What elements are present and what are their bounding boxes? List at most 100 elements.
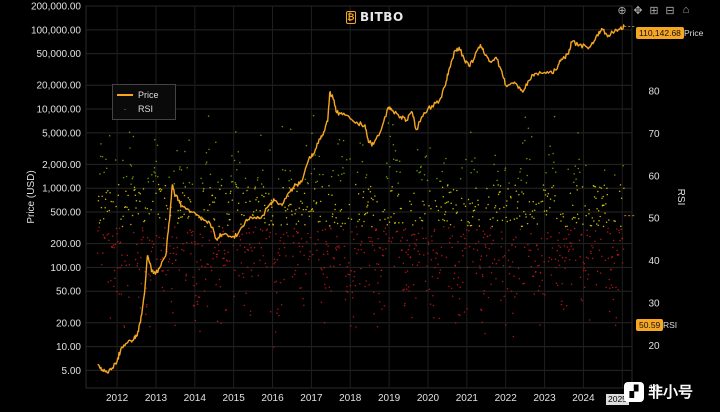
x-tick-label: 2019 bbox=[378, 393, 401, 404]
rsi-point bbox=[621, 237, 624, 240]
rsi-point bbox=[380, 269, 383, 271]
rsi-point bbox=[261, 229, 264, 232]
rsi-point bbox=[575, 221, 578, 224]
reset-icon[interactable]: ⌂ bbox=[682, 4, 690, 16]
rsi-point bbox=[324, 228, 326, 231]
rsi-point bbox=[413, 247, 416, 250]
rsi-point bbox=[353, 270, 356, 273]
rsi-point bbox=[250, 269, 253, 271]
rsi-point bbox=[588, 319, 591, 321]
rsi-point bbox=[105, 158, 107, 161]
rsi-point bbox=[551, 186, 553, 189]
rsi-point bbox=[253, 246, 256, 249]
rsi-point bbox=[111, 246, 114, 249]
rsi-point bbox=[580, 298, 583, 300]
legend-item-rsi[interactable]: · RSI bbox=[117, 102, 171, 116]
rsi-point bbox=[315, 181, 317, 183]
rsi-point bbox=[506, 200, 508, 202]
rsi-point bbox=[259, 259, 261, 261]
zoom-icon[interactable]: ⊕ bbox=[617, 4, 627, 17]
rsi-point bbox=[170, 300, 173, 303]
rsi-point bbox=[312, 114, 315, 117]
rsi-point bbox=[321, 229, 324, 231]
rsi-point bbox=[485, 246, 487, 249]
rsi-point bbox=[128, 296, 130, 298]
rsi-point bbox=[187, 196, 190, 199]
legend-item-price[interactable]: Price bbox=[117, 88, 171, 102]
rsi-point bbox=[263, 204, 266, 207]
rsi-point bbox=[426, 179, 429, 182]
rsi-point bbox=[485, 255, 488, 257]
rsi-point bbox=[199, 233, 202, 236]
rsi-point bbox=[145, 305, 148, 308]
zoom-out-icon[interactable]: ⊟ bbox=[665, 4, 675, 17]
rsi-point bbox=[403, 288, 405, 291]
rsi-point bbox=[212, 252, 215, 254]
rsi-point bbox=[395, 159, 397, 161]
rsi-point bbox=[383, 209, 386, 211]
rsi-point bbox=[377, 263, 380, 265]
rsi-point bbox=[350, 218, 353, 221]
rsi-point bbox=[366, 212, 369, 214]
rsi-point bbox=[535, 270, 537, 273]
rsi-point bbox=[374, 195, 376, 197]
rsi-point bbox=[499, 190, 501, 193]
rsi-point bbox=[453, 226, 455, 228]
rsi-point bbox=[526, 174, 528, 177]
rsi-point bbox=[511, 244, 513, 246]
rsi-point bbox=[210, 265, 212, 268]
rsi-point bbox=[315, 202, 317, 205]
rsi-point bbox=[136, 264, 138, 267]
rsi-point bbox=[205, 161, 208, 163]
rsi-point bbox=[452, 207, 454, 210]
rsi-point bbox=[473, 209, 476, 211]
rsi-point bbox=[597, 190, 599, 193]
rsi-point bbox=[508, 249, 510, 251]
rsi-point bbox=[429, 147, 431, 149]
rsi-point bbox=[260, 183, 263, 185]
rsi-point bbox=[335, 216, 337, 219]
rsi-point bbox=[514, 184, 516, 186]
rsi-point bbox=[356, 233, 358, 236]
rsi-point bbox=[102, 217, 105, 220]
legend-line-swatch bbox=[117, 94, 133, 96]
rsi-point bbox=[560, 220, 562, 222]
rsi-point bbox=[620, 197, 623, 199]
rsi-point bbox=[147, 177, 149, 180]
rsi-point bbox=[414, 220, 417, 222]
y-tick-label: 2,000.00 bbox=[42, 160, 81, 171]
y-tick-label: 1,000.00 bbox=[42, 184, 81, 195]
y2-tick-label: 50 bbox=[648, 214, 660, 225]
rsi-point bbox=[610, 269, 612, 271]
rsi-point bbox=[304, 178, 307, 180]
rsi-point bbox=[362, 144, 364, 146]
rsi-point bbox=[415, 239, 418, 241]
zoom-in-icon[interactable]: ⊞ bbox=[649, 4, 659, 17]
rsi-point bbox=[558, 232, 560, 234]
rsi-point bbox=[200, 216, 203, 218]
rsi-point bbox=[266, 266, 268, 268]
rsi-point bbox=[504, 169, 506, 172]
rsi-point bbox=[602, 225, 605, 228]
rsi-point bbox=[322, 173, 324, 176]
rsi-point bbox=[517, 267, 520, 270]
rsi-point bbox=[188, 181, 191, 184]
rsi-point bbox=[552, 167, 554, 169]
pan-icon[interactable]: ✥ bbox=[633, 4, 643, 17]
rsi-point bbox=[191, 234, 193, 237]
rsi-point bbox=[606, 193, 609, 196]
rsi-point bbox=[589, 235, 591, 238]
rsi-point bbox=[559, 246, 562, 248]
rsi-point bbox=[365, 174, 368, 176]
rsi-point bbox=[158, 217, 161, 219]
rsi-point bbox=[597, 224, 600, 226]
rsi-point bbox=[540, 201, 542, 203]
rsi-point bbox=[406, 270, 409, 272]
rsi-point bbox=[227, 224, 229, 226]
rsi-point bbox=[491, 243, 493, 245]
rsi-point bbox=[609, 287, 611, 290]
rsi-point bbox=[244, 177, 247, 180]
rsi-point bbox=[104, 237, 106, 240]
rsi-point bbox=[517, 177, 519, 180]
rsi-point bbox=[391, 190, 393, 192]
